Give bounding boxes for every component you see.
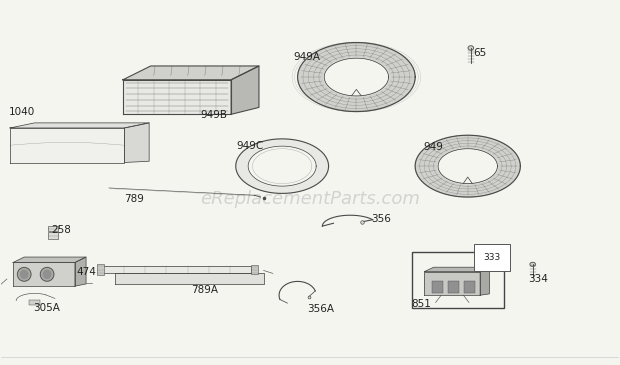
Ellipse shape xyxy=(17,268,31,281)
FancyBboxPatch shape xyxy=(29,300,40,305)
FancyBboxPatch shape xyxy=(412,251,503,308)
FancyBboxPatch shape xyxy=(432,281,443,293)
FancyBboxPatch shape xyxy=(250,265,258,274)
Ellipse shape xyxy=(530,262,536,266)
Polygon shape xyxy=(236,139,329,193)
Polygon shape xyxy=(75,257,86,286)
Text: 949A: 949A xyxy=(293,52,321,62)
Polygon shape xyxy=(415,135,520,197)
Text: 65: 65 xyxy=(474,48,487,58)
Polygon shape xyxy=(103,266,251,273)
Polygon shape xyxy=(425,267,489,272)
Polygon shape xyxy=(480,267,489,295)
FancyBboxPatch shape xyxy=(464,281,475,293)
FancyBboxPatch shape xyxy=(448,281,459,293)
Text: 949C: 949C xyxy=(236,141,264,151)
Polygon shape xyxy=(123,80,231,114)
Text: eReplacementParts.com: eReplacementParts.com xyxy=(200,190,420,208)
Ellipse shape xyxy=(43,270,51,278)
Polygon shape xyxy=(10,123,149,128)
Text: 258: 258 xyxy=(51,225,71,235)
Text: 305A: 305A xyxy=(33,303,61,313)
Polygon shape xyxy=(123,66,259,80)
Polygon shape xyxy=(13,262,75,286)
Text: 356A: 356A xyxy=(307,304,334,314)
Polygon shape xyxy=(13,257,86,262)
FancyBboxPatch shape xyxy=(48,227,58,231)
Polygon shape xyxy=(231,66,259,114)
Text: 949B: 949B xyxy=(201,110,228,120)
Polygon shape xyxy=(115,273,264,284)
Ellipse shape xyxy=(40,268,54,281)
Ellipse shape xyxy=(468,46,474,50)
Polygon shape xyxy=(298,42,415,112)
Text: 851: 851 xyxy=(412,299,432,309)
Text: 789: 789 xyxy=(124,194,144,204)
Text: 474: 474 xyxy=(76,266,96,277)
Text: 356: 356 xyxy=(371,214,391,224)
Text: 949: 949 xyxy=(424,142,444,152)
Text: 333: 333 xyxy=(483,253,500,262)
Text: 789A: 789A xyxy=(192,285,218,295)
Ellipse shape xyxy=(20,270,28,278)
Text: 334: 334 xyxy=(528,274,547,284)
Polygon shape xyxy=(248,146,316,186)
Polygon shape xyxy=(438,149,497,184)
FancyBboxPatch shape xyxy=(48,232,58,239)
Polygon shape xyxy=(324,58,389,96)
Polygon shape xyxy=(125,123,149,162)
FancyBboxPatch shape xyxy=(97,264,104,275)
Text: 1040: 1040 xyxy=(9,107,35,116)
Polygon shape xyxy=(10,128,125,162)
Polygon shape xyxy=(425,272,480,295)
